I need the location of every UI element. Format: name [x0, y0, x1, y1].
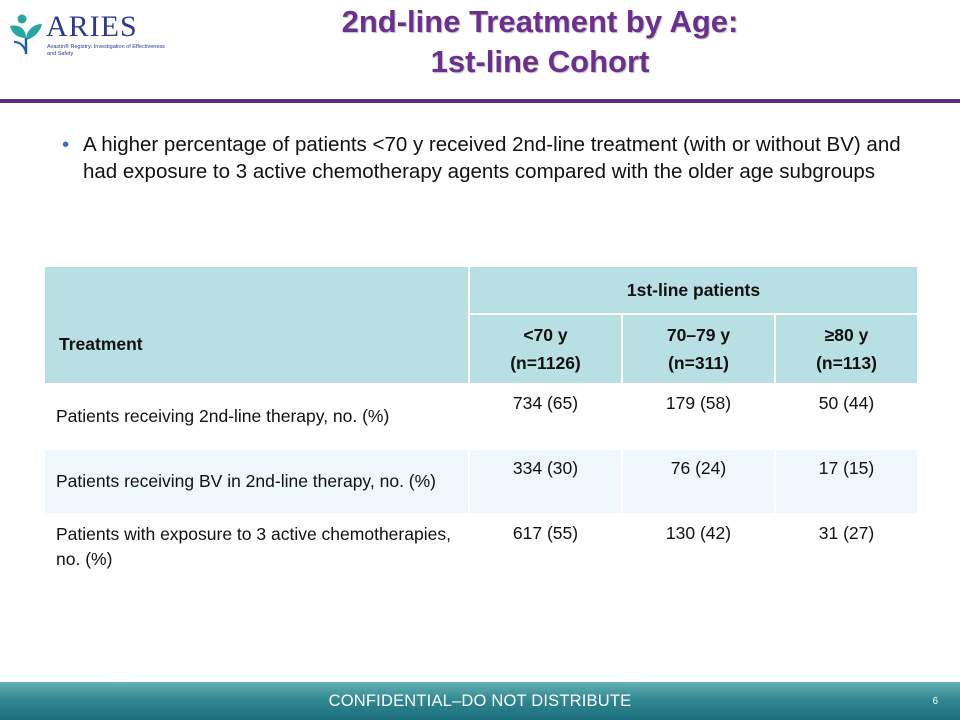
confidential-notice: CONFIDENTIAL–DO NOT DISTRIBUTE — [328, 692, 632, 710]
treatment-table: Treatment 1st-line patients <70 y (n=112… — [43, 265, 919, 580]
aries-logo: ARIES Avastin® Registry: Investigation o… — [6, 8, 166, 64]
row-label: Patients with exposure to 3 active chemo… — [43, 513, 470, 580]
column-header: ≥80 y (n=113) — [774, 313, 919, 385]
table-cell: 17 (15) — [774, 448, 919, 515]
row-label: Patients receiving 2nd-line therapy, no.… — [43, 383, 470, 450]
logo-tagline: Avastin® Registry: Investigation of Effe… — [47, 44, 165, 57]
column-header: <70 y (n=1126) — [468, 313, 623, 385]
table-cell: 334 (30) — [468, 448, 623, 515]
table-row: Patients receiving 2nd-line therapy, no.… — [43, 383, 919, 450]
title-divider — [0, 99, 960, 103]
column-header: 70–79 y (n=311) — [621, 313, 776, 385]
footer-bar: CONFIDENTIAL–DO NOT DISTRIBUTE 6 — [0, 682, 960, 720]
table-cell: 76 (24) — [621, 448, 776, 515]
table-cell: 734 (65) — [468, 383, 623, 450]
slide-title-line2: 1st-line Cohort — [430, 44, 650, 79]
group-header: 1st-line patients — [468, 265, 919, 315]
column-header-n: (n=1126) — [510, 353, 581, 373]
treatment-header: Treatment — [43, 265, 470, 385]
page-number: 6 — [932, 696, 938, 707]
row-label: Patients receiving BV in 2nd-line therap… — [43, 448, 470, 515]
table-cell: 179 (58) — [621, 383, 776, 450]
aries-leaf-icon — [10, 14, 42, 54]
bullet-point: • A higher percentage of patients <70 y … — [62, 131, 902, 185]
table-row: Patients receiving BV in 2nd-line therap… — [43, 448, 919, 515]
logo-wordmark: ARIES — [46, 10, 138, 43]
column-header-age: <70 y — [523, 325, 568, 345]
slide-title: 2nd-line Treatment by Age: 1st-line Coho… — [190, 2, 890, 82]
column-header-n: (n=113) — [816, 353, 877, 373]
column-header-age: ≥80 y — [824, 325, 869, 345]
column-header-n: (n=311) — [668, 353, 729, 373]
slide-title-line1: 2nd-line Treatment by Age: — [341, 4, 739, 39]
bullet-icon: • — [62, 133, 70, 156]
table-cell: 31 (27) — [774, 513, 919, 580]
table-cell: 617 (55) — [468, 513, 623, 580]
table-row: Patients with exposure to 3 active chemo… — [43, 513, 919, 580]
bullet-text: A higher percentage of patients <70 y re… — [83, 133, 901, 183]
column-header-age: 70–79 y — [666, 325, 731, 345]
table-cell: 50 (44) — [774, 383, 919, 450]
table-cell: 130 (42) — [621, 513, 776, 580]
